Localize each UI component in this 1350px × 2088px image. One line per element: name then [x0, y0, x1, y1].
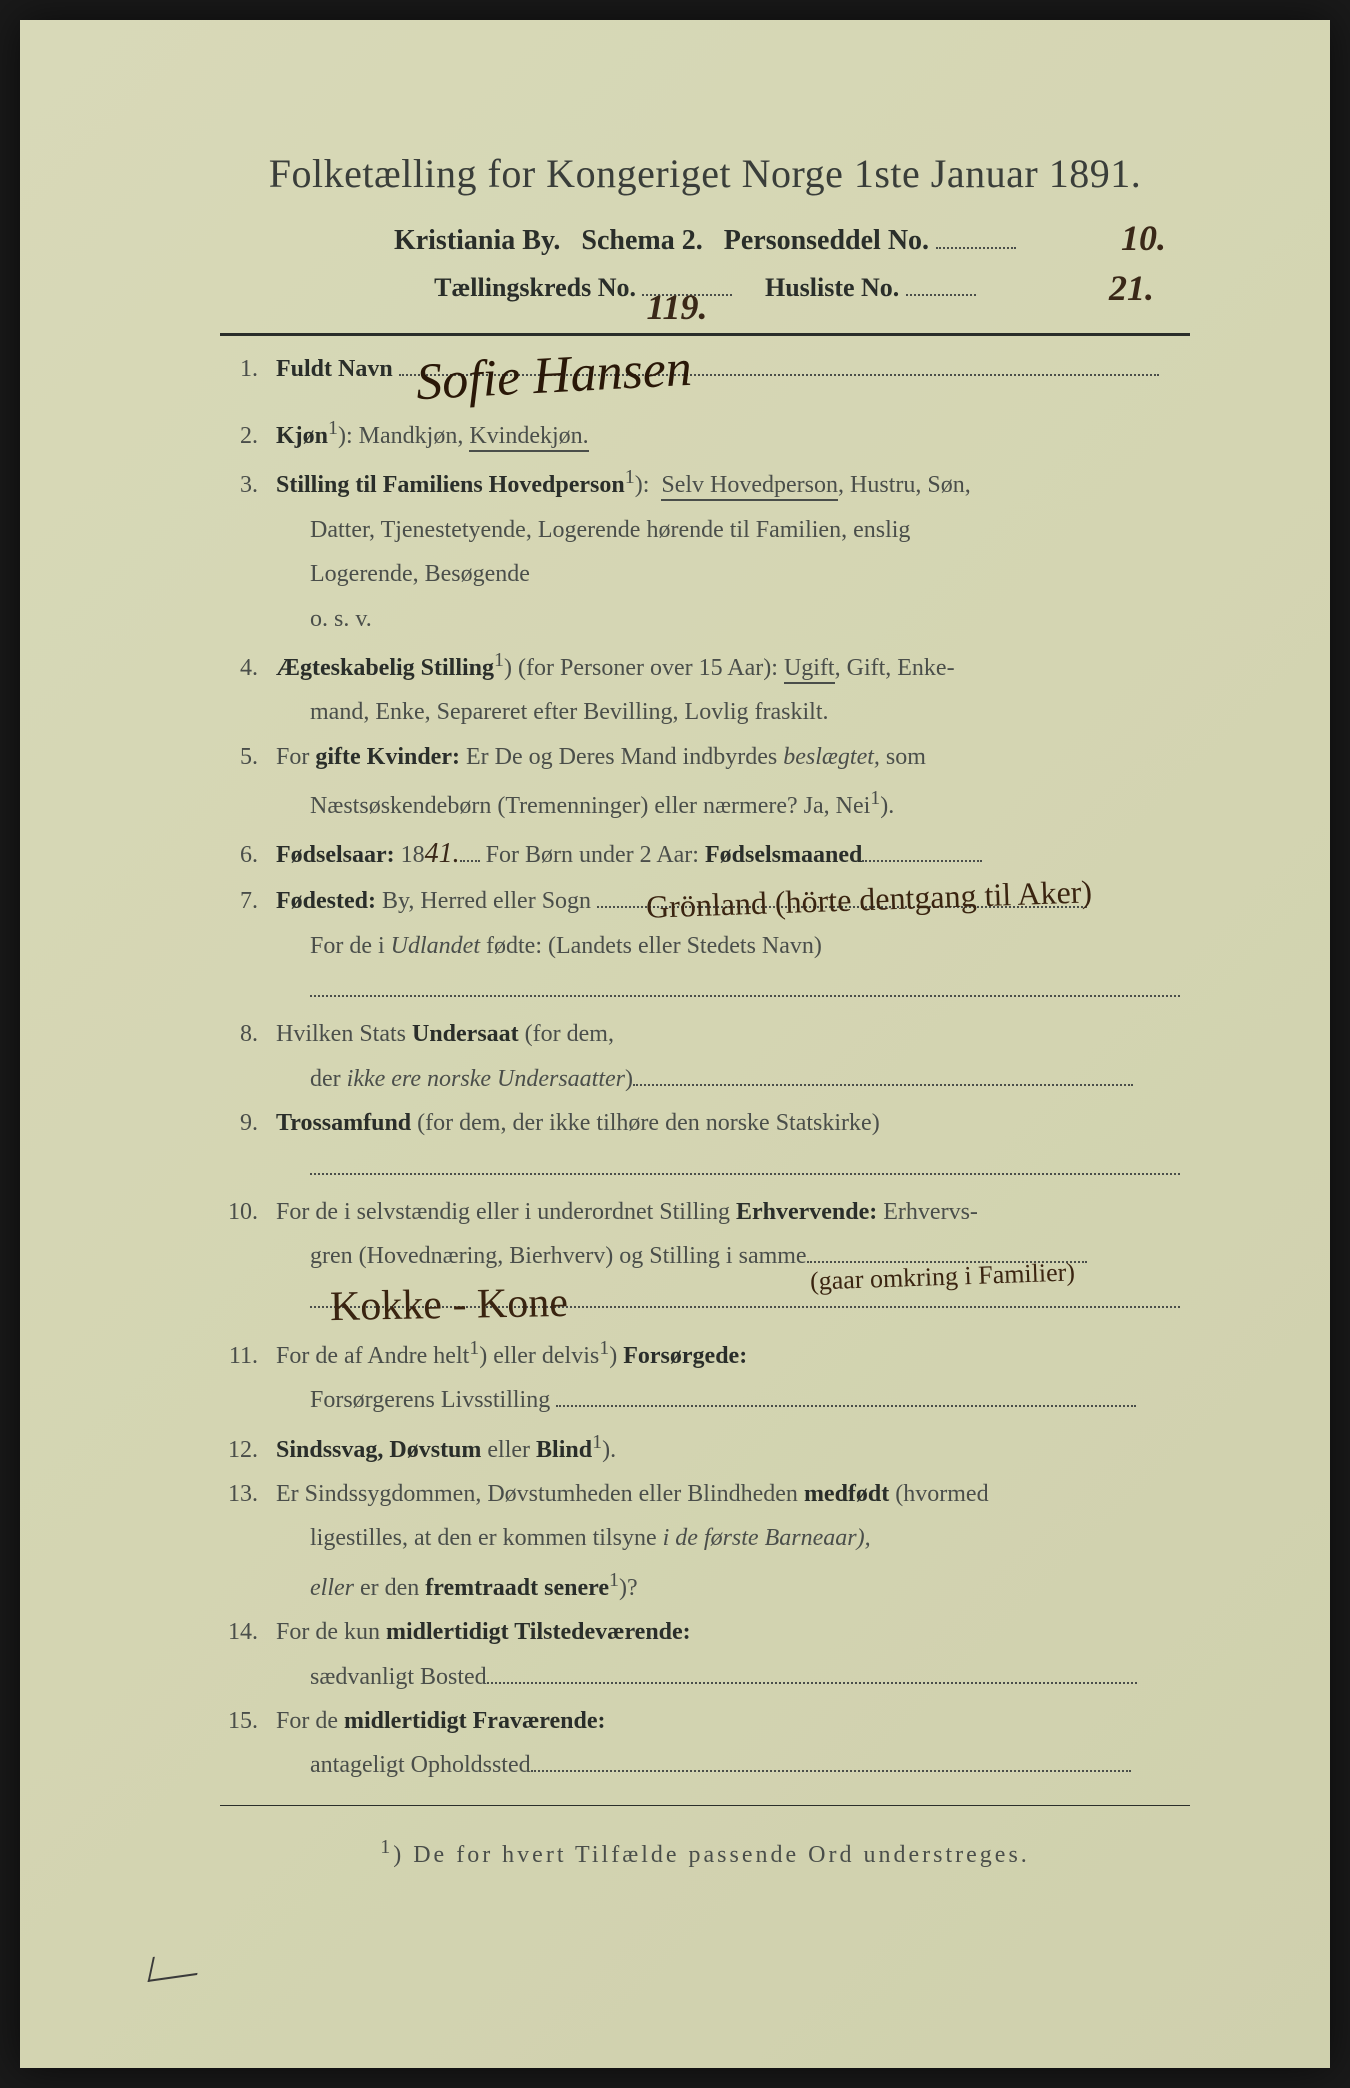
field-8-line2: der ikke ere norske Undersaatter)	[310, 1060, 1190, 1098]
occupation-handwritten-2: (gaar omkring i Familier)	[809, 1251, 1075, 1302]
field-7-dotted	[310, 971, 1190, 1009]
field-11-supported: 11. For de af Andre helt1) eller delvis1…	[220, 1332, 1190, 1375]
field-4-line2: mand, Enke, Separeret efter Bevilling, L…	[310, 693, 1190, 731]
subtitle-line-2: Tællingskreds No. 119. Husliste No. 21.	[220, 273, 1190, 303]
occupation-handwritten: Kokke - Kone	[329, 1270, 568, 1341]
name-handwritten: Sofie Hansen	[414, 327, 694, 425]
field-11-line2: Forsørgerens Livsstilling	[310, 1381, 1190, 1419]
field-1-label: Fuldt Navn	[276, 356, 393, 382]
field-7-birthplace: 7. Fødested: By, Herred eller Sogn Grönl…	[220, 882, 1190, 920]
footnote: 1) De for hvert Tilfælde passende Ord un…	[220, 1836, 1190, 1869]
kreds-no-handwritten: 119.	[646, 286, 707, 328]
field-9-dotted	[310, 1149, 1190, 1187]
city-label: Kristiania By.	[394, 225, 560, 256]
field-8-citizenship: 8. Hvilken Stats Undersaat (for dem,	[220, 1015, 1190, 1053]
subtitle-line-1: Kristiania By. Schema 2. Personseddel No…	[220, 225, 1190, 257]
birthplace-handwritten: Grönland (hörte dentgang til Aker)	[645, 867, 1093, 934]
husliste-no-handwritten: 21.	[1109, 267, 1154, 309]
field-3-line2: Datter, Tjenestetyende, Logerende hørend…	[310, 511, 1190, 549]
field-3-line4: o. s. v.	[310, 600, 1190, 638]
field-13-line2: ligestilles, at den er kommen tilsyne i …	[310, 1519, 1190, 1557]
field-3-relation: 3. Stilling til Familiens Hovedperson1):…	[220, 461, 1190, 504]
field-14-temp-present: 14. For de kun midlertidigt Tilstedevære…	[220, 1613, 1190, 1651]
divider-top	[220, 333, 1190, 336]
field-2-label: Kjøn	[276, 423, 328, 449]
gender-selected: Kvindekjøn.	[469, 423, 588, 452]
field-5-married-women: 5. For gifte Kvinder: Er De og Deres Man…	[220, 738, 1190, 776]
field-3-line3: Logerende, Besøgende	[310, 555, 1190, 593]
field-15-temp-absent: 15. For de midlertidigt Fraværende:	[220, 1702, 1190, 1740]
field-10-occupation: 10. For de i selvstændig eller i underor…	[220, 1193, 1190, 1231]
field-1-name: 1. Fuldt Navn Sofie Hansen	[220, 350, 1190, 406]
field-2-gender: 2. Kjøn1): Mandkjøn, Kvindekjøn.	[220, 412, 1190, 455]
husliste-label: Husliste No.	[765, 273, 899, 302]
field-14-line2: sædvanligt Bosted	[310, 1658, 1190, 1696]
field-4-label: Ægteskabelig Stilling	[276, 655, 494, 681]
field-9-religion: 9. Trossamfund (for dem, der ikke tilhør…	[220, 1104, 1190, 1142]
census-form-page: Folketælling for Kongeriget Norge 1ste J…	[20, 20, 1330, 2068]
divider-bottom	[220, 1805, 1190, 1806]
field-7-line2: For de i Udlandet fødte: (Landets eller …	[310, 927, 1190, 965]
schema-label: Schema 2.	[581, 225, 702, 256]
field-6-label: Fødselsaar:	[276, 842, 395, 868]
relation-selected: Selv Hovedperson	[661, 472, 838, 501]
page-title: Folketælling for Kongeriget Norge 1ste J…	[220, 150, 1190, 197]
field-7-label: Fødested:	[276, 888, 376, 914]
personseddel-no-handwritten: 10.	[1121, 217, 1166, 259]
field-13-line3: eller er den fremtraadt senere1)?	[310, 1564, 1190, 1607]
field-4-marital: 4. Ægteskabelig Stilling1) (for Personer…	[220, 644, 1190, 687]
field-5-line2: Næstsøskendebørn (Tremenninger) eller næ…	[310, 782, 1190, 825]
birthyear-handwritten: 41.	[425, 832, 460, 877]
kreds-label: Tællingskreds No.	[434, 273, 636, 302]
corner-mark-icon	[148, 1950, 203, 1982]
field-13-congenital: 13. Er Sindssygdommen, Døvstumheden elle…	[220, 1475, 1190, 1513]
personseddel-label: Personseddel No.	[724, 225, 929, 256]
marital-selected: Ugift	[784, 655, 835, 684]
field-15-line2: antageligt Opholdssted	[310, 1746, 1190, 1784]
field-12-disability: 12. Sindssvag, Døvstum eller Blind1).	[220, 1426, 1190, 1469]
field-3-label: Stilling til Familiens Hovedperson	[276, 472, 625, 498]
field-10-value-line: Kokke - Kone (gaar omkring i Familier)	[310, 1282, 1190, 1326]
